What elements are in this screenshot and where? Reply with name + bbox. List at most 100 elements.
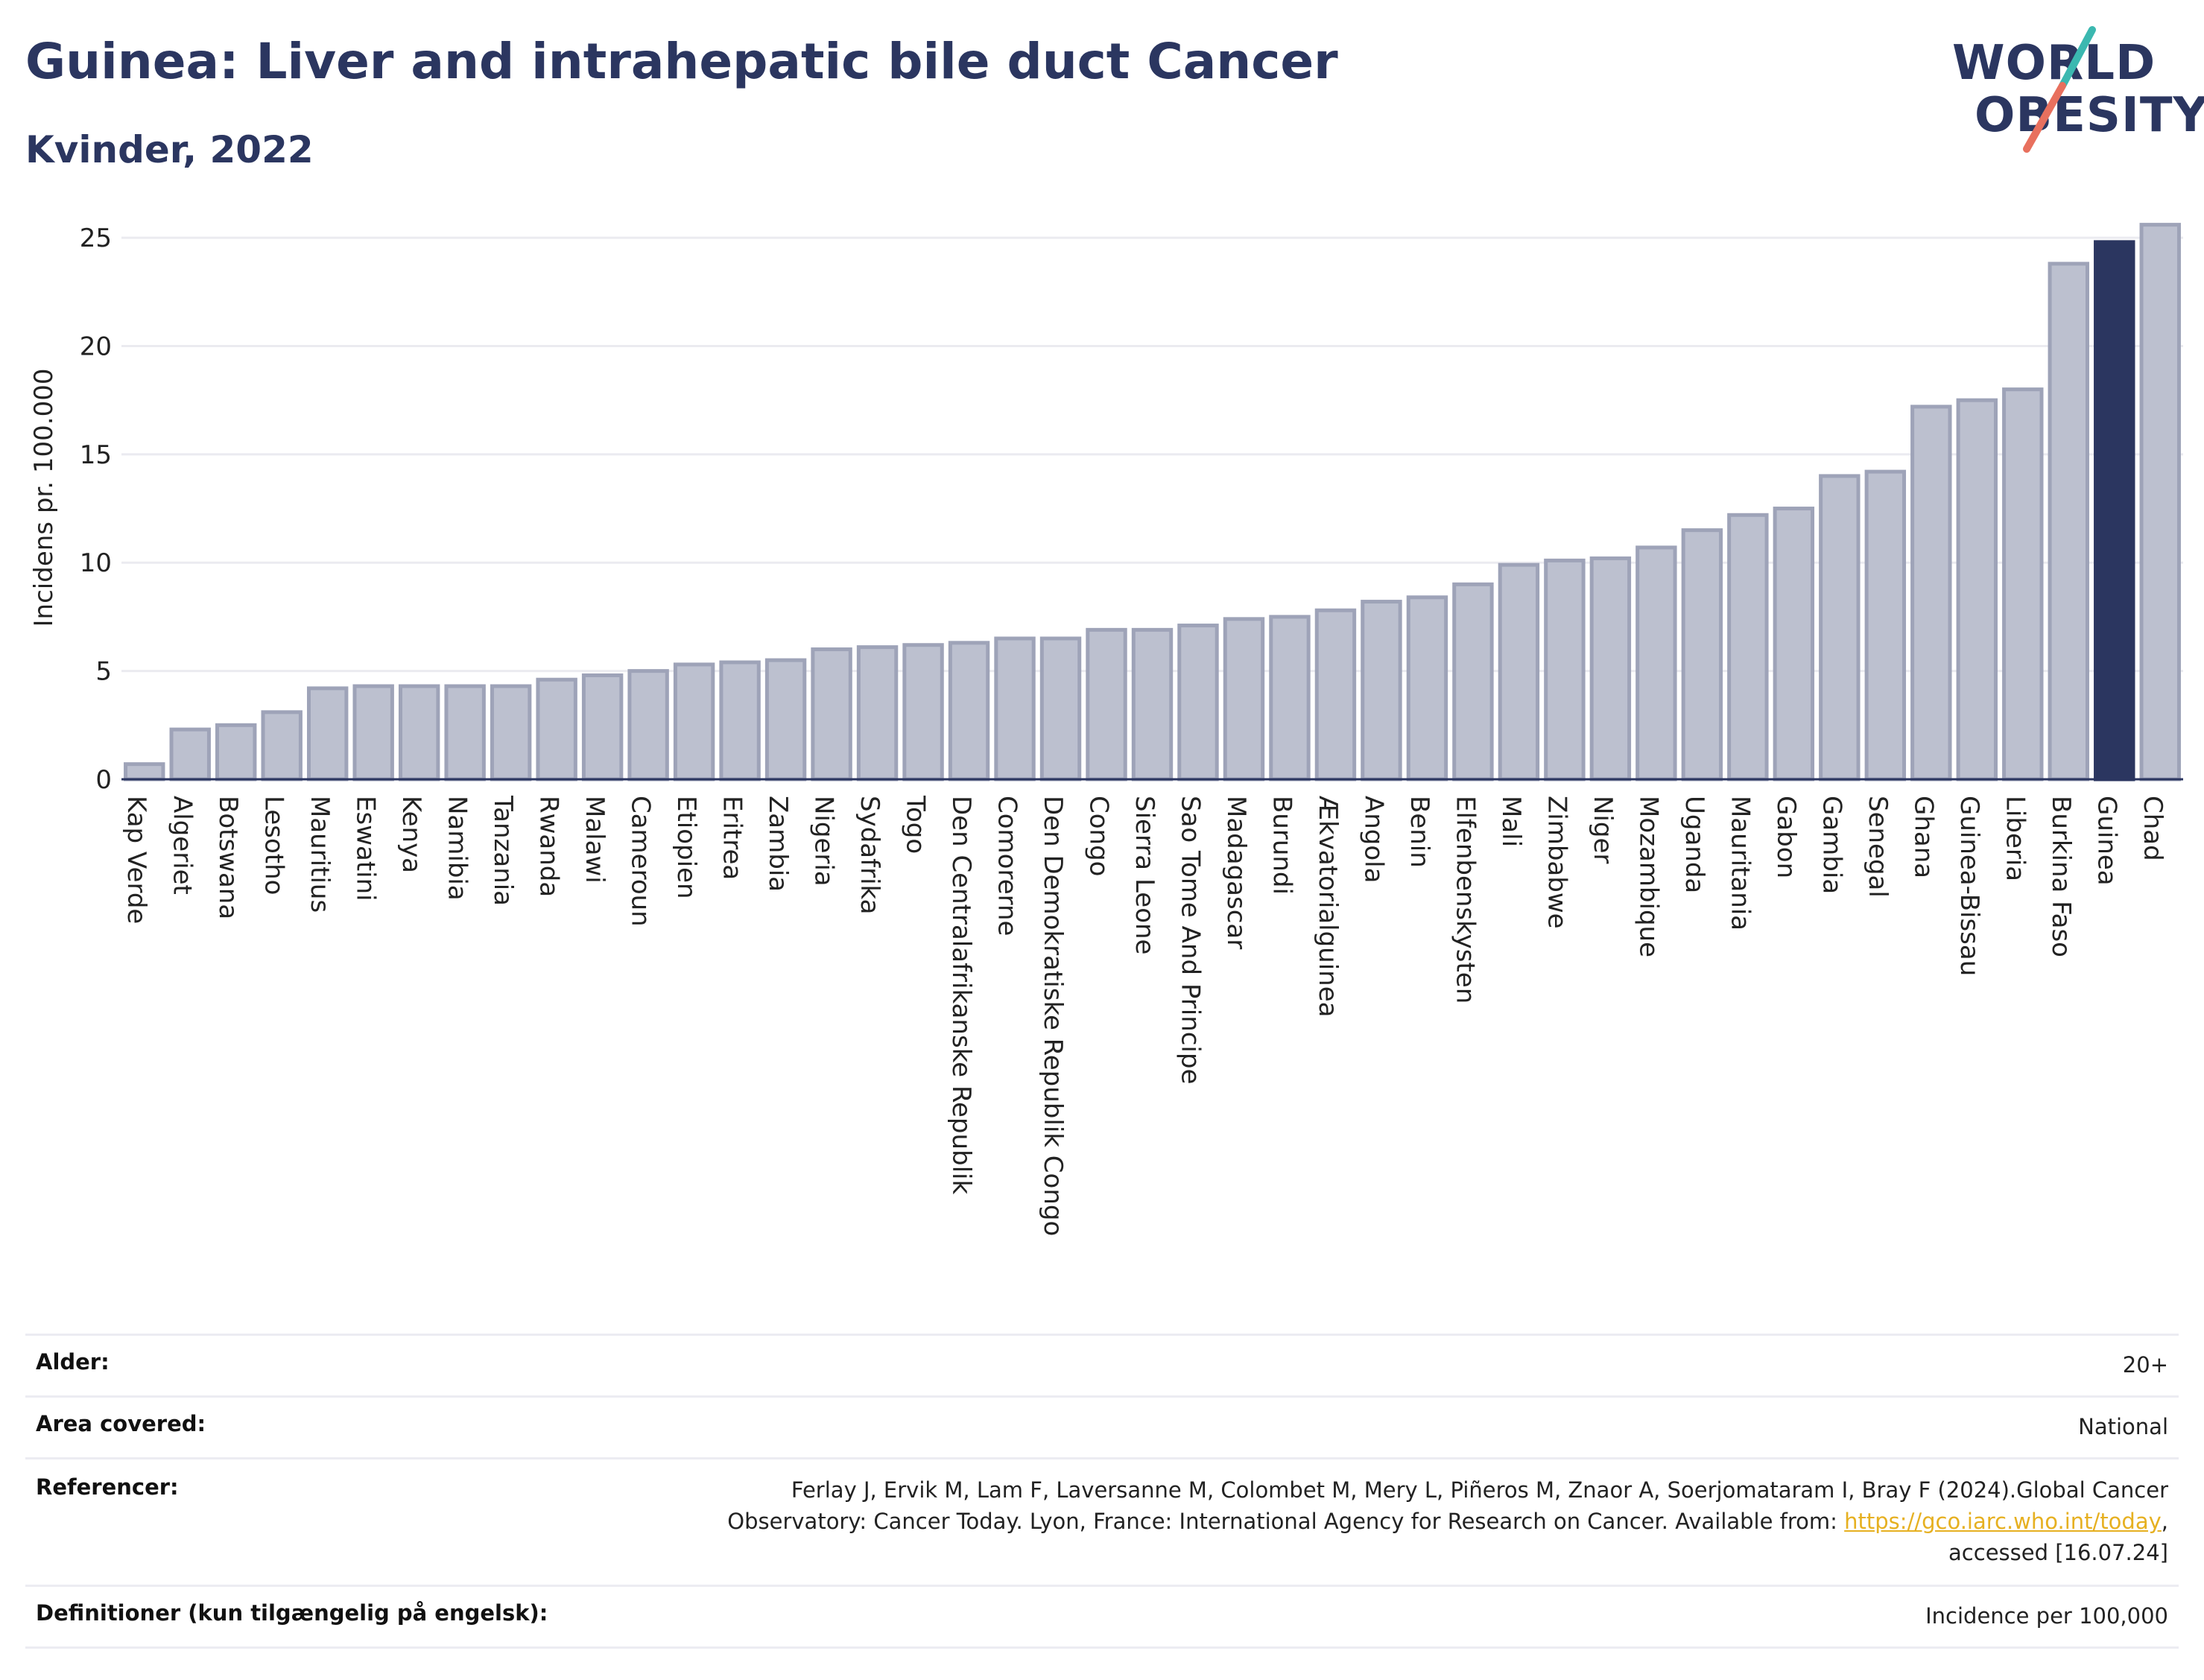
x-tick-label: Eritrea bbox=[718, 796, 747, 880]
y-tick-label: 5 bbox=[95, 657, 112, 687]
bar bbox=[2094, 240, 2135, 782]
y-tick-label: 20 bbox=[80, 332, 112, 361]
bar bbox=[1498, 562, 1540, 782]
x-tick-label: Liberia bbox=[2000, 796, 2030, 881]
x-tick-label: Angola bbox=[1358, 796, 1388, 883]
logo-line-2: OBESITY bbox=[1975, 88, 2204, 143]
chart-subtitle: Kvinder, 2022 bbox=[25, 128, 314, 171]
x-tick-label: Ækvatorialguinea bbox=[1313, 796, 1343, 1017]
bar bbox=[398, 684, 440, 782]
bar bbox=[1910, 405, 1952, 782]
bar bbox=[719, 660, 761, 782]
references-label: Referencer: bbox=[36, 1474, 179, 1500]
bar bbox=[1406, 595, 1448, 782]
logo-slash-icon bbox=[2023, 26, 2096, 153]
bar bbox=[1039, 636, 1082, 782]
x-tick-label: Etiopien bbox=[671, 796, 701, 899]
x-tick-label: Sao Tome And Principe bbox=[1175, 796, 1205, 1084]
x-tick-label: Eswatini bbox=[351, 796, 381, 901]
x-tick-label: Burundi bbox=[1267, 796, 1296, 895]
bar bbox=[1177, 624, 1219, 782]
bar bbox=[1223, 617, 1265, 782]
bar bbox=[306, 686, 349, 782]
y-tick-label: 10 bbox=[80, 548, 112, 578]
x-tick-label: Guinea-Bissau bbox=[1954, 796, 1984, 976]
bar bbox=[673, 662, 715, 782]
bar bbox=[1314, 608, 1357, 782]
reference-line-2: Observatory: Cancer Today. Lyon, France:… bbox=[727, 1506, 2168, 1537]
bar bbox=[1727, 513, 1769, 782]
world-obesity-logo[interactable]: WORLD OBESITY bbox=[1937, 22, 2204, 164]
bar bbox=[215, 723, 257, 782]
x-tick-label: Guinea bbox=[2091, 796, 2121, 886]
bar bbox=[124, 762, 165, 782]
age-value: 20+ bbox=[2122, 1352, 2168, 1378]
logo-line-1: WORLD bbox=[1952, 36, 2156, 91]
x-tick-label: Chad bbox=[2138, 796, 2167, 861]
bar bbox=[1452, 582, 1494, 782]
x-tick-label: Congo bbox=[1084, 796, 1114, 876]
x-tick-label: Mali bbox=[1496, 796, 1526, 847]
definitions-value: Incidence per 100,000 bbox=[1925, 1603, 2168, 1629]
bar bbox=[581, 673, 624, 782]
bar bbox=[994, 636, 1036, 782]
x-tick-label: Kap Verde bbox=[121, 796, 151, 924]
bar bbox=[1681, 528, 1723, 782]
info-table: Alder: 20+ Area covered: National Refere… bbox=[25, 1334, 2179, 1649]
bar bbox=[1956, 398, 1998, 782]
bar bbox=[261, 710, 303, 782]
x-tick-label: Den Centralafrikanske Republik bbox=[946, 796, 976, 1194]
x-tick-label: Benin bbox=[1405, 796, 1434, 868]
references-value: Ferlay J, Ervik M, Lam F, Laversanne M, … bbox=[727, 1474, 2168, 1568]
bar bbox=[902, 643, 944, 782]
x-tick-label: Zambia bbox=[763, 796, 793, 892]
age-label: Alder: bbox=[36, 1349, 110, 1375]
x-tick-label: Gambia bbox=[1817, 796, 1846, 894]
x-tick-label: Malawi bbox=[580, 796, 609, 884]
bar bbox=[1864, 469, 1907, 782]
x-tick-label: Algeriet bbox=[168, 796, 197, 895]
reference-line-1: Ferlay J, Ervik M, Lam F, Laversanne M, … bbox=[791, 1477, 2168, 1503]
bar bbox=[536, 677, 577, 782]
x-tick-label: Namibia bbox=[443, 796, 472, 901]
x-tick-label: Ghana bbox=[1908, 796, 1938, 878]
bar bbox=[169, 727, 211, 782]
bar bbox=[2002, 387, 2044, 782]
x-tick-label: Sydafrika bbox=[855, 796, 884, 914]
bar bbox=[1131, 627, 1174, 782]
table-row-area: Area covered: National bbox=[25, 1395, 2179, 1457]
x-tick-label: Burkina Faso bbox=[2046, 796, 2076, 957]
bar bbox=[352, 684, 394, 782]
area-label: Area covered: bbox=[36, 1411, 206, 1436]
x-tick-label: Rwanda bbox=[534, 796, 564, 897]
y-tick-label: 0 bbox=[95, 765, 112, 795]
x-tick-label: Togo bbox=[901, 795, 931, 854]
bar bbox=[1361, 600, 1402, 782]
bar bbox=[2139, 223, 2181, 782]
x-tick-label: Madagascar bbox=[1221, 796, 1251, 949]
bar bbox=[2048, 261, 2089, 782]
x-tick-label: Comorerne bbox=[992, 796, 1022, 936]
x-tick-label: Mauritius bbox=[305, 796, 335, 913]
bar bbox=[1773, 507, 1815, 782]
bar-chart: 0 5 10 15 20 25 Incidens pr. 100.000 Kap Verde A… bbox=[29, 223, 2183, 1236]
x-tick-label: Niger bbox=[1588, 796, 1618, 863]
bar bbox=[490, 684, 532, 782]
x-tick-label: Den Demokratiske Republik Congo bbox=[1038, 796, 1068, 1236]
y-axis-label: Incidens pr. 100.000 bbox=[29, 369, 59, 627]
bar bbox=[1544, 558, 1586, 782]
x-tick-label: Lesotho bbox=[259, 796, 289, 895]
reference-line-2-text: Observatory: Cancer Today. Lyon, France:… bbox=[727, 1509, 1845, 1534]
x-tick-label: Tanzania bbox=[488, 795, 518, 906]
bar bbox=[444, 684, 486, 782]
reference-line-3: accessed [16.07.24] bbox=[1948, 1540, 2168, 1565]
bar bbox=[764, 658, 807, 782]
x-tick-label: Nigeria bbox=[809, 796, 839, 887]
bar bbox=[1819, 474, 1861, 782]
reference-link[interactable]: https://gco.iarc.who.int/today bbox=[1844, 1509, 2162, 1534]
x-tick-label: Sierra Leone bbox=[1130, 796, 1159, 954]
x-tick-label: Uganda bbox=[1679, 796, 1709, 893]
x-tick-label: Elfenbenskysten bbox=[1450, 796, 1480, 1004]
definitions-label: Definitioner (kun tilgængelig på engelsk… bbox=[36, 1600, 548, 1626]
bar bbox=[1269, 615, 1311, 782]
